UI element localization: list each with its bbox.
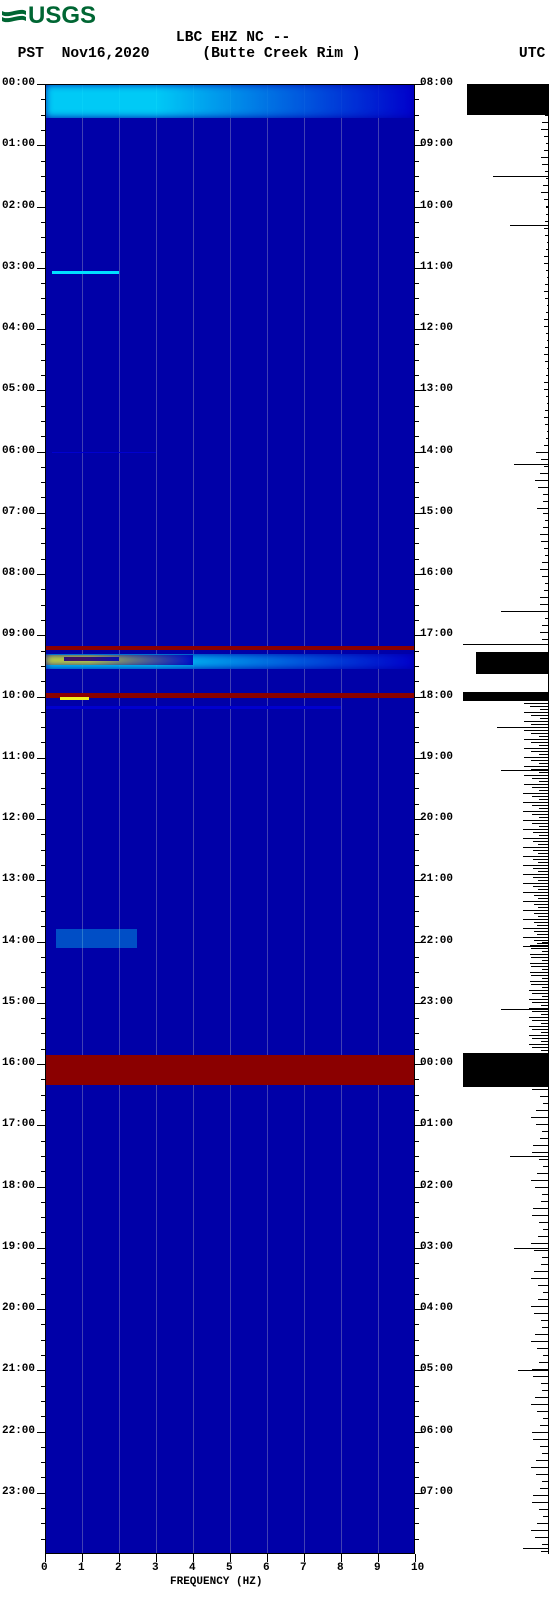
utc-time-label: 04:00 — [420, 1302, 453, 1314]
pst-time-label: 21:00 — [2, 1363, 35, 1375]
freq-tick-label: 8 — [337, 1562, 344, 1574]
pst-time-label: 16:00 — [2, 1057, 35, 1069]
freq-tick-label: 0 — [41, 1562, 48, 1574]
spectrogram-plot — [45, 84, 415, 1554]
utc-time-label: 01:00 — [420, 1118, 453, 1130]
amplitude-block — [463, 692, 548, 701]
utc-time-label: 06:00 — [420, 1425, 453, 1437]
freq-tick-label: 5 — [226, 1562, 233, 1574]
freq-tick-label: 1 — [78, 1562, 85, 1574]
utc-time-label: 08:00 — [420, 77, 453, 89]
utc-time-label: 18:00 — [420, 690, 453, 702]
utc-time-label: 11:00 — [420, 261, 453, 273]
pst-time-label: 10:00 — [2, 690, 35, 702]
pst-time-label: 13:00 — [2, 873, 35, 885]
utc-time-label: 22:00 — [420, 935, 453, 947]
usgs-wave-icon — [2, 9, 26, 23]
pst-time-label: 06:00 — [2, 445, 35, 457]
pst-time-label: 19:00 — [2, 1241, 35, 1253]
pst-time-label: 02:00 — [2, 200, 35, 212]
spectrogram-chart: 00:00 08:00 01:00 09:00 02:00 10:00 03:00 11:00… — [0, 64, 552, 1617]
utc-time-label: 00:00 — [420, 1057, 453, 1069]
utc-time-label: 02:00 — [420, 1180, 453, 1192]
utc-time-label: 13:00 — [420, 383, 453, 395]
freq-axis-label: FREQUENCY (HZ) — [170, 1576, 262, 1588]
utc-time-label: 14:00 — [420, 445, 453, 457]
utc-time-label: 17:00 — [420, 628, 453, 640]
amplitude-block — [467, 84, 548, 115]
utc-time-label: 09:00 — [420, 138, 453, 150]
pst-time-label: 04:00 — [2, 322, 35, 334]
pst-time-label: 07:00 — [2, 506, 35, 518]
pst-time-label: 01:00 — [2, 138, 35, 150]
utc-time-label: 16:00 — [420, 567, 453, 579]
chart-header: LBC EHZ NC -- PST Nov16,2020 (Butte Cree… — [0, 30, 552, 62]
pst-time-label: 12:00 — [2, 812, 35, 824]
amplitude-block — [463, 1053, 548, 1087]
utc-time-label: 21:00 — [420, 873, 453, 885]
pst-time-label: 23:00 — [2, 1486, 35, 1498]
utc-time-label: 07:00 — [420, 1486, 453, 1498]
utc-time-label: 19:00 — [420, 751, 453, 763]
freq-tick-label: 10 — [411, 1562, 424, 1574]
freq-tick-label: 2 — [115, 1562, 122, 1574]
freq-tick-label: 3 — [152, 1562, 159, 1574]
pst-time-label: 15:00 — [2, 996, 35, 1008]
pst-time-label: 22:00 — [2, 1425, 35, 1437]
pst-time-label: 20:00 — [2, 1302, 35, 1314]
date-location-line: PST Nov16,2020 (Butte Creek Rim ) UTC — [0, 46, 552, 62]
pst-time-label: 17:00 — [2, 1118, 35, 1130]
amplitude-block — [476, 652, 548, 673]
utc-time-label: 05:00 — [420, 1363, 453, 1375]
utc-time-label: 23:00 — [420, 996, 453, 1008]
pst-time-label: 00:00 — [2, 77, 35, 89]
freq-tick-label: 4 — [189, 1562, 196, 1574]
pst-time-label: 14:00 — [2, 935, 35, 947]
utc-time-label: 10:00 — [420, 200, 453, 212]
usgs-logo-text: USGS — [28, 2, 96, 30]
utc-time-label: 12:00 — [420, 322, 453, 334]
pst-time-label: 08:00 — [2, 567, 35, 579]
freq-tick-label: 9 — [374, 1562, 381, 1574]
utc-time-label: 20:00 — [420, 812, 453, 824]
pst-time-label: 09:00 — [2, 628, 35, 640]
usgs-logo: USGS — [0, 0, 552, 30]
pst-time-label: 03:00 — [2, 261, 35, 273]
pst-time-label: 11:00 — [2, 751, 35, 763]
utc-time-label: 15:00 — [420, 506, 453, 518]
station-code-line: LBC EHZ NC -- — [0, 30, 552, 46]
utc-time-label: 03:00 — [420, 1241, 453, 1253]
freq-tick-label: 6 — [263, 1562, 270, 1574]
pst-time-label: 05:00 — [2, 383, 35, 395]
pst-time-label: 18:00 — [2, 1180, 35, 1192]
freq-tick-label: 7 — [300, 1562, 307, 1574]
